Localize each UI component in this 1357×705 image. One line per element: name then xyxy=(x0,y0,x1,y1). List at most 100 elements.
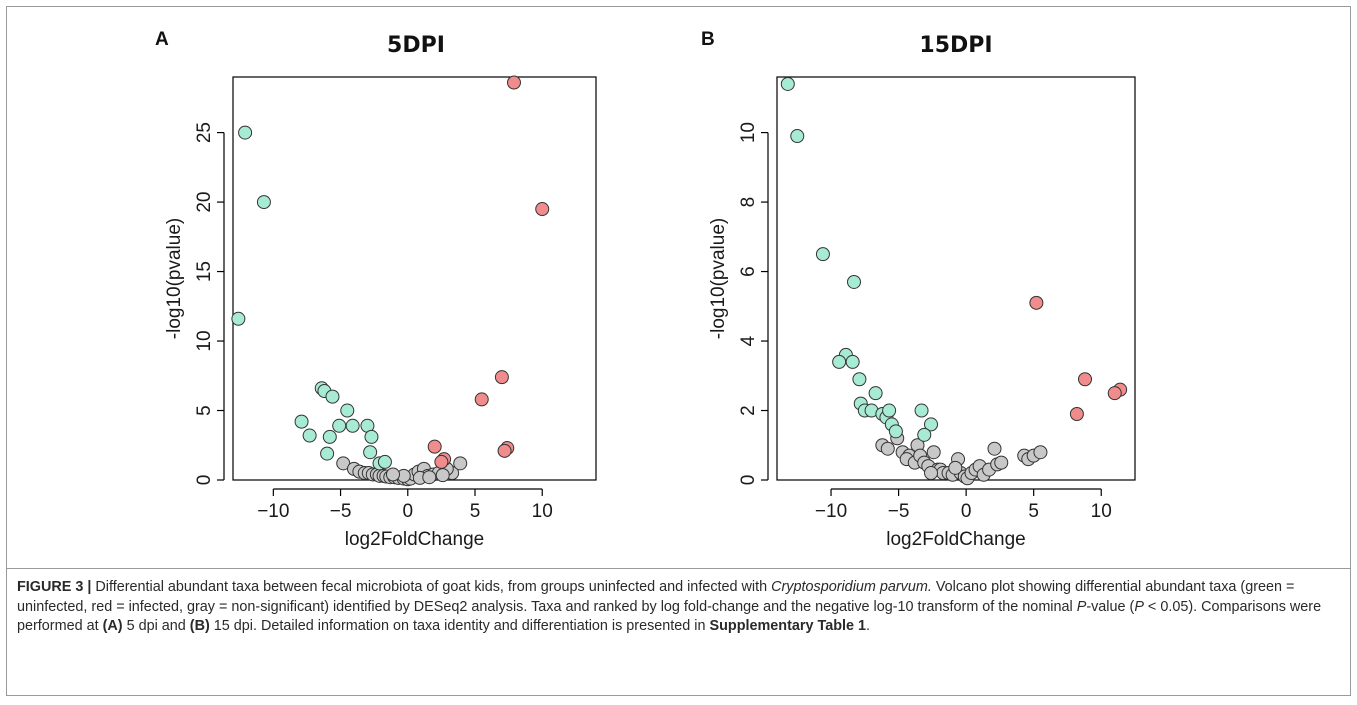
point-uninfected-b xyxy=(917,427,932,442)
point-uninfected-b xyxy=(845,354,860,369)
caption-species: Cryptosporidium parvum. xyxy=(771,579,932,595)
x-tick-label-a: −10 xyxy=(257,501,289,522)
point-uninfected-a xyxy=(322,429,337,444)
figure-caption: FIGURE 3 | Differential abundant taxa be… xyxy=(17,578,1342,637)
point-infected-b xyxy=(1078,372,1093,387)
volcano-plots: A 5DPI−10 −5 0 5 10log2FoldChange0510152025-l… xyxy=(155,29,1136,550)
point-uninfected-b xyxy=(914,403,929,418)
caption-text-4: < 0.05). Comparisons were performed at xyxy=(17,598,1322,635)
point-infected-a xyxy=(494,370,509,385)
panel-title-a: 5DPI xyxy=(387,33,445,58)
y-tick-label-b: 4 xyxy=(738,335,759,346)
caption-text-2: Volcano plot showing differential abunda… xyxy=(17,579,1295,615)
point-nonsignificant-a xyxy=(336,456,351,471)
figure-panel: A 5DPI −10 −5 0 5 10 log2FoldChange 0 5 10 15 20 25 -l… xyxy=(6,6,1351,696)
point-uninfected-a xyxy=(377,454,392,469)
caption-supp-ref: Supplementary Table 1 xyxy=(709,618,866,634)
x-tick-label-b: 10 xyxy=(1091,501,1112,522)
point-uninfected-a xyxy=(320,446,335,461)
x-tick-label-b: 0 xyxy=(961,501,972,522)
y-tick-label-a: 15 xyxy=(194,261,215,282)
plot-box-b xyxy=(776,76,1136,481)
caption-ref-a: (A) xyxy=(102,618,123,634)
point-nonsignificant-a xyxy=(422,470,437,485)
point-nonsignificant-b xyxy=(987,441,1002,456)
point-uninfected-b xyxy=(790,129,805,144)
point-nonsignificant-b xyxy=(1033,445,1048,460)
y-tick-label-a: 0 xyxy=(194,475,215,486)
caption-text-7: . xyxy=(866,618,870,634)
point-nonsignificant-b xyxy=(926,445,941,460)
point-uninfected-a xyxy=(345,418,360,433)
panel-title-b: 15DPI xyxy=(919,33,992,58)
point-uninfected-a xyxy=(256,195,271,210)
y-tick-label-b: 6 xyxy=(738,266,759,277)
x-tick-label-b: −5 xyxy=(888,501,910,522)
point-uninfected-a xyxy=(325,389,340,404)
point-infected-b xyxy=(1107,386,1122,401)
point-uninfected-a xyxy=(364,429,379,444)
y-tick-label-a: 10 xyxy=(194,330,215,351)
x-tick-label-a: 10 xyxy=(532,501,553,522)
point-nonsignificant-a xyxy=(453,456,468,471)
point-nonsignificant-b xyxy=(924,466,939,481)
point-uninfected-b xyxy=(815,247,830,262)
point-uninfected-a xyxy=(332,418,347,433)
point-uninfected-b xyxy=(868,386,883,401)
point-infected-a xyxy=(497,443,512,458)
caption-text-5: 5 dpi and xyxy=(122,618,190,634)
point-nonsignificant-b xyxy=(880,441,895,456)
point-nonsignificant-b xyxy=(948,460,963,475)
x-tick-label-a: 5 xyxy=(470,501,481,522)
y-tick-label-a: 5 xyxy=(194,405,215,416)
caption-p-italic-2: P xyxy=(1134,598,1144,615)
panel-letter-b: B xyxy=(701,29,715,50)
point-infected-a xyxy=(427,439,442,454)
point-uninfected-b xyxy=(852,372,867,387)
point-uninfected-b xyxy=(888,424,903,439)
point-uninfected-b xyxy=(832,354,847,369)
point-uninfected-a xyxy=(302,428,317,443)
point-infected-a xyxy=(506,75,521,90)
point-infected-a xyxy=(474,392,489,407)
y-tick-label-a: 20 xyxy=(194,191,215,212)
x-tick-label-a: −5 xyxy=(330,501,352,522)
x-tick-label-b: 5 xyxy=(1028,501,1039,522)
caption-text-3: -value ( xyxy=(1086,598,1135,615)
plot-box-a xyxy=(232,76,597,481)
point-uninfected-b xyxy=(924,417,939,432)
x-axis-title-a: log2FoldChange xyxy=(345,529,484,550)
caption-divider xyxy=(6,568,1351,569)
point-infected-a xyxy=(434,454,449,469)
point-infected-a xyxy=(535,202,550,217)
y-axis-title-a: -log10(pvalue) xyxy=(164,218,185,339)
point-infected-b xyxy=(1029,295,1044,310)
caption-text-1: Differential abundant taxa between fecal… xyxy=(91,579,772,595)
caption-label: FIGURE 3 | xyxy=(17,579,92,595)
y-axis-title-b: -log10(pvalue) xyxy=(708,218,729,339)
x-tick-label-b: −10 xyxy=(815,501,847,522)
point-uninfected-a xyxy=(363,445,378,460)
point-uninfected-a xyxy=(340,403,355,418)
point-uninfected-a xyxy=(238,125,253,140)
panel-letter-a: A xyxy=(155,29,169,50)
caption-ref-b: (B) xyxy=(189,618,210,634)
point-nonsignificant-a xyxy=(435,468,450,483)
y-tick-label-b: 10 xyxy=(738,122,759,143)
y-tick-label-b: 2 xyxy=(738,405,759,416)
point-uninfected-a xyxy=(294,414,309,429)
point-uninfected-b xyxy=(882,403,897,418)
point-uninfected-b xyxy=(780,76,795,91)
point-nonsignificant-a xyxy=(385,467,400,482)
point-uninfected-b xyxy=(847,274,862,289)
caption-text-6: 15 dpi. Detailed information on taxa ide… xyxy=(209,618,710,634)
x-axis-title-b: log2FoldChange xyxy=(886,529,1025,550)
y-tick-label-b: 8 xyxy=(738,197,759,208)
x-tick-label-a: 0 xyxy=(402,501,413,522)
y-tick-label-a: 25 xyxy=(194,122,215,143)
y-tick-label-b: 0 xyxy=(738,475,759,486)
point-infected-b xyxy=(1069,406,1084,421)
point-uninfected-a xyxy=(231,311,246,326)
caption-p-italic: P xyxy=(1076,598,1087,615)
point-nonsignificant-b xyxy=(994,455,1009,470)
